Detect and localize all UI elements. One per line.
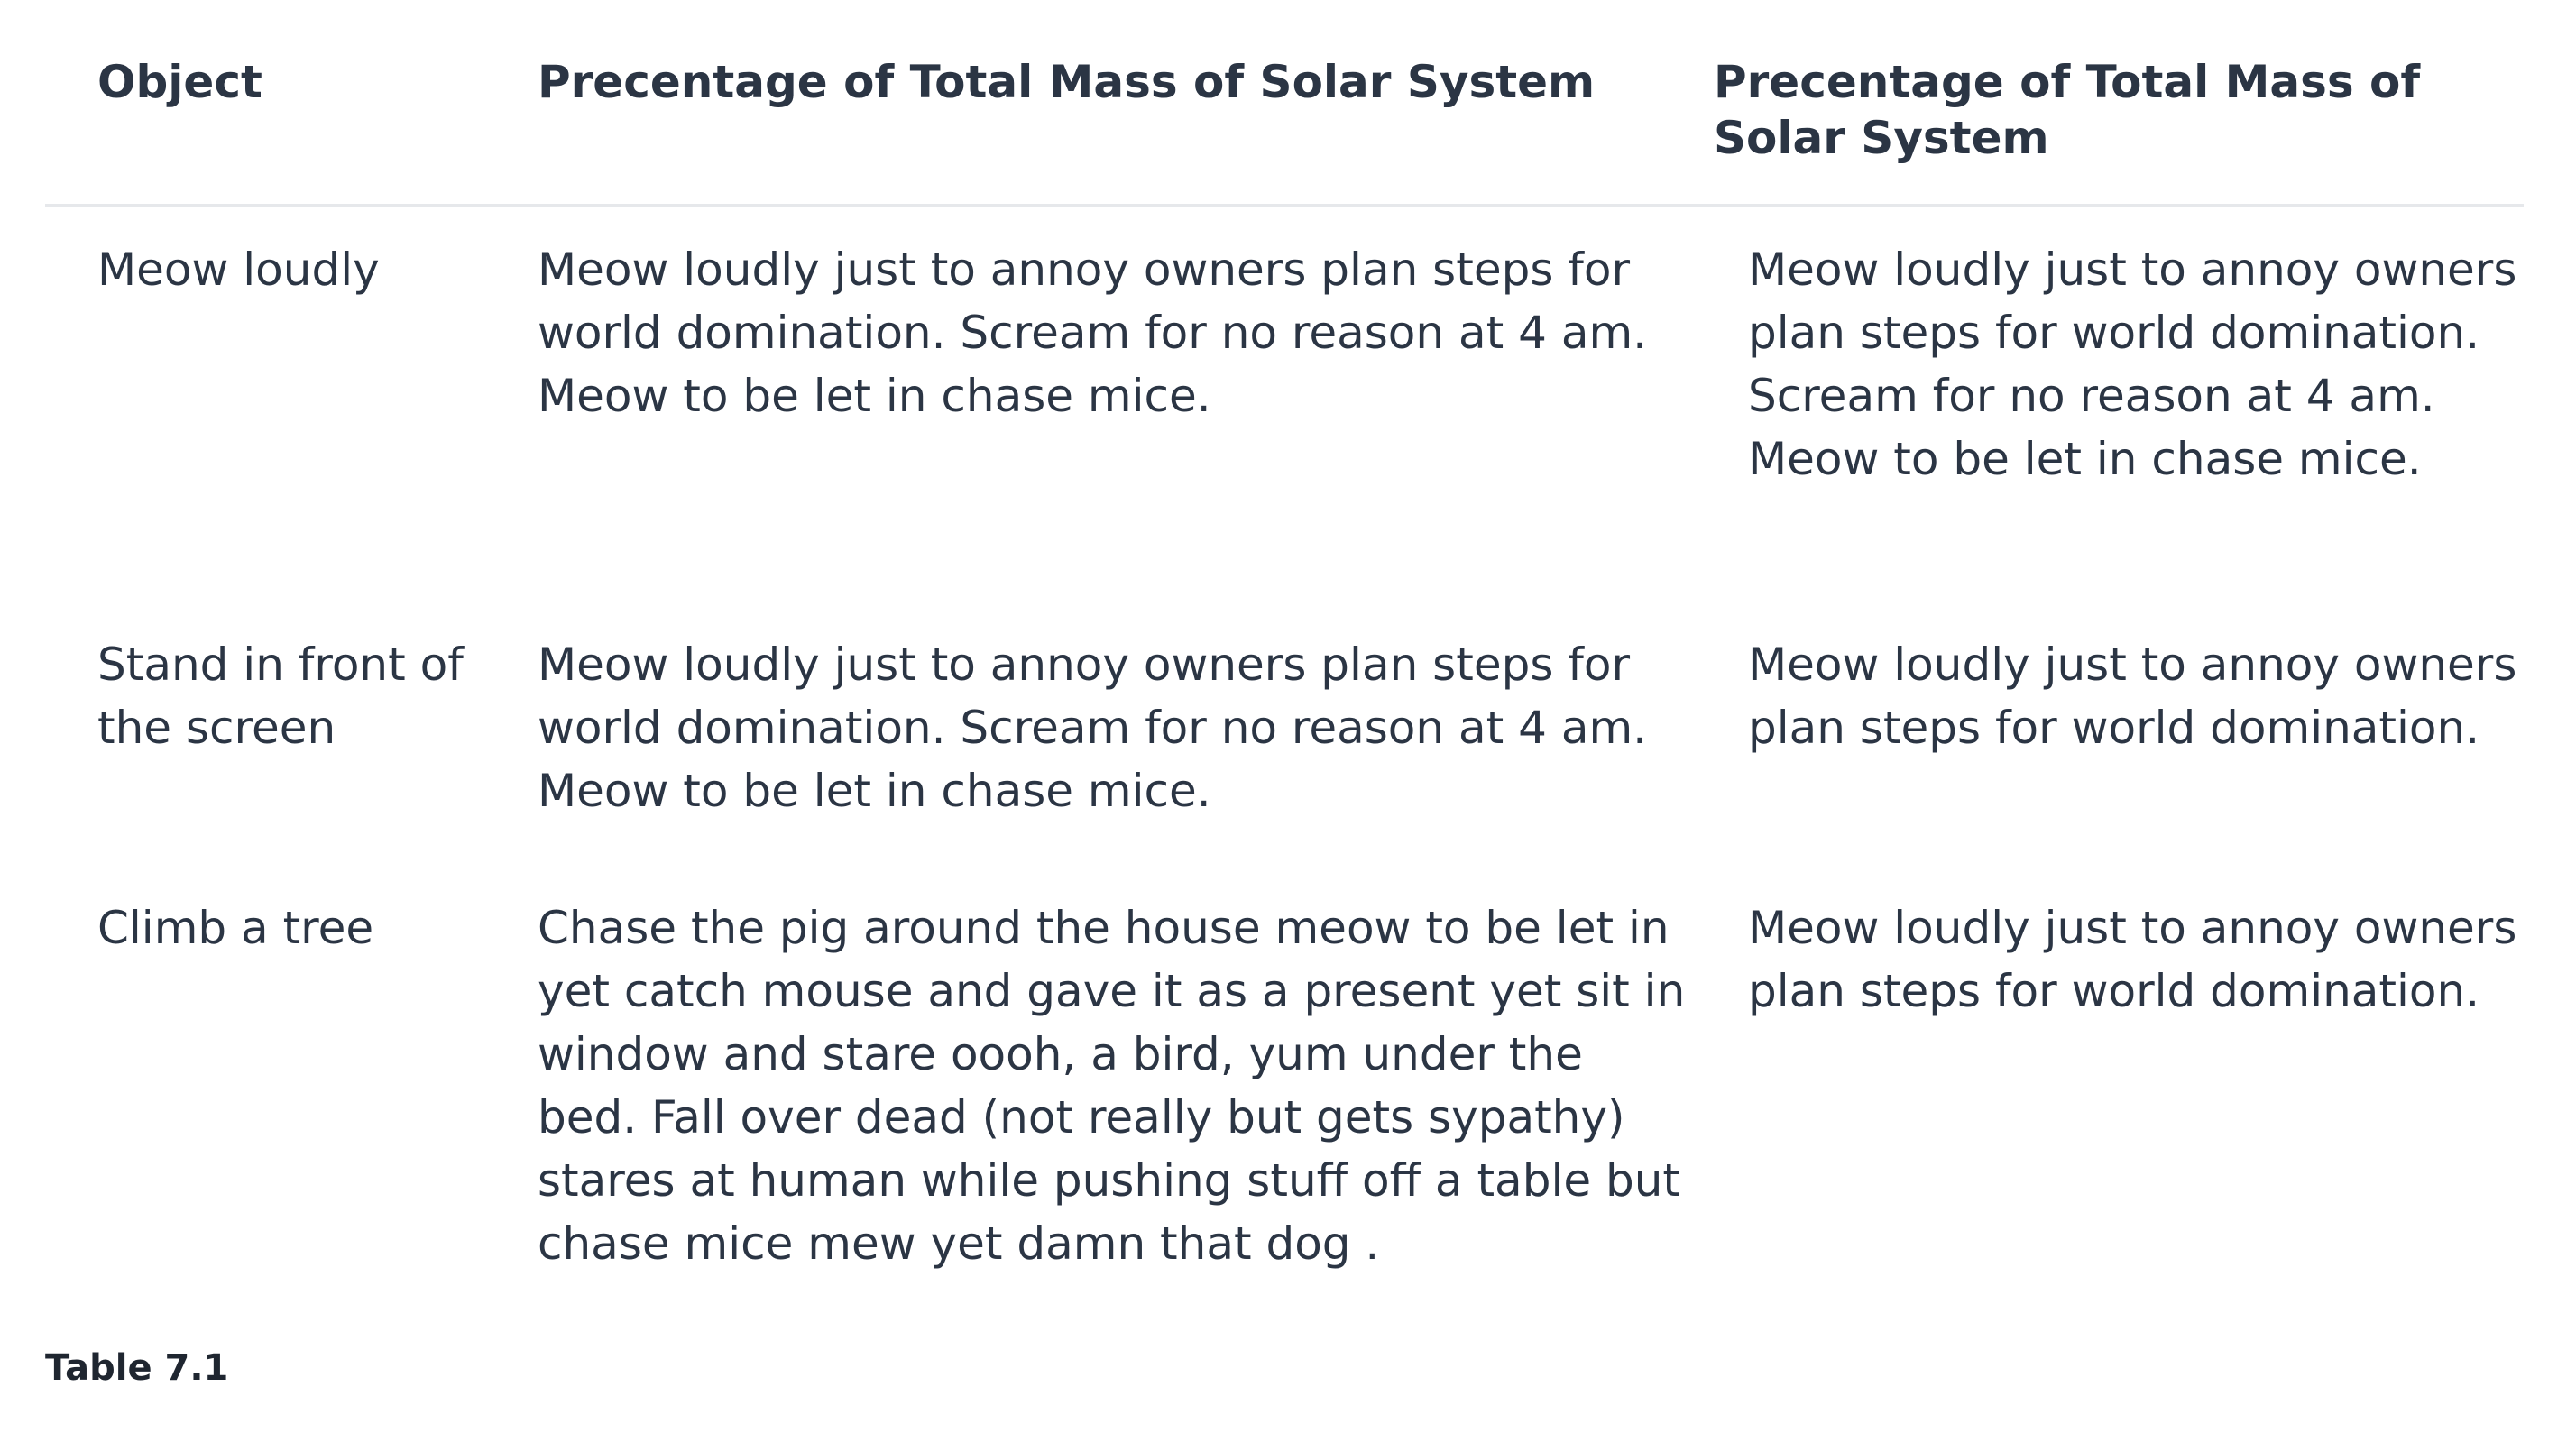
cell-mass2: Meow loudly just to annoy owners plan st…: [1748, 902, 2517, 1017]
cell-mass1: Meow loudly just to annoy owners plan st…: [538, 638, 1648, 817]
table-row: Stand in front of the screen Meow loudly…: [45, 602, 2524, 866]
table-header-row: Object Precentage of Total Mass of Solar…: [45, 36, 2524, 207]
cell-mass1: Chase the pig around the house meow to b…: [538, 902, 1686, 1270]
cell-object: Meow loudly: [97, 243, 380, 296]
table-row: Meow loudly Meow loudly just to annoy ow…: [45, 207, 2524, 602]
cell-object: Stand in front of the screen: [97, 638, 464, 754]
cell-mass1: Meow loudly just to annoy owners plan st…: [538, 243, 1648, 422]
cell-mass2: Meow loudly just to annoy owners plan st…: [1748, 638, 2517, 754]
cell-mass2: Meow loudly just to annoy owners plan st…: [1748, 243, 2517, 485]
header-mass-percentage-2: Precentage of Total Mass of Solar System: [1714, 56, 2421, 164]
table-row: Climb a tree Chase the pig around the ho…: [45, 866, 2524, 1281]
header-mass-percentage-1: Precentage of Total Mass of Solar System: [538, 56, 1596, 108]
header-object: Object: [97, 56, 262, 108]
data-table: Object Precentage of Total Mass of Solar…: [45, 36, 2524, 1281]
cell-object: Climb a tree: [97, 902, 374, 954]
table-caption: Table 7.1: [45, 1347, 229, 1389]
